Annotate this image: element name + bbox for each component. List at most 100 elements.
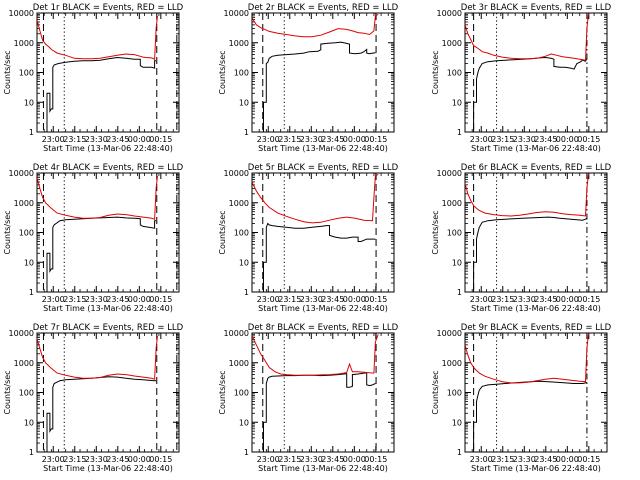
x-tick-label: 23:45 [106, 135, 129, 144]
plot-frame [251, 12, 395, 133]
lld-series-line [465, 14, 589, 61]
y-tick-label: 10 [24, 258, 34, 267]
plot-frame [251, 172, 395, 293]
x-tick-label: 00:15 [149, 455, 172, 464]
plot-frame [464, 332, 608, 453]
plot-frame [36, 332, 180, 453]
x-tick-label: 23:30 [513, 455, 536, 464]
y-tick-label: 100 [447, 69, 462, 78]
y-tick-label: 10000 [9, 169, 34, 178]
x-tick-label: 23:15 [278, 455, 301, 464]
y-tick-label: 1 [457, 288, 462, 297]
x-axis-label: Start Time (13-Mar-06 22:48:40) [43, 304, 173, 313]
y-tick-label: 1000 [14, 39, 34, 48]
y-tick-label: 1 [244, 288, 249, 297]
plot-title: Det 2r BLACK = Events, RED = LLD [248, 3, 399, 13]
y-tick-label: 1000 [14, 199, 34, 208]
y-tick-label: 10000 [224, 169, 249, 178]
x-tick-label: 23:15 [491, 295, 514, 304]
events-series-line [263, 222, 376, 292]
y-tick-label: 1 [29, 128, 34, 137]
plot-frame [36, 172, 180, 293]
plot-title: Det 7r BLACK = Events, RED = LLD [33, 323, 184, 333]
x-tick-label: 00:00 [128, 455, 151, 464]
plot-panel: Det 9r BLACK = Events, RED = LLD 1 10 100 10… [431, 323, 612, 473]
x-axis-label: Start Time (13-Mar-06 22:48:40) [43, 464, 173, 473]
y-tick-label: 1000 [229, 359, 249, 368]
x-tick-label: 23:00 [42, 295, 65, 304]
x-tick-label: 23:30 [85, 135, 108, 144]
x-tick-label: 23:45 [534, 295, 557, 304]
x-tick-label: 23:30 [300, 455, 323, 464]
plot-title: Det 4r BLACK = Events, RED = LLD [33, 163, 184, 173]
x-tick-label: 23:45 [321, 295, 344, 304]
y-axis-label: Counts/sec [3, 370, 12, 414]
y-tick-label: 10 [452, 98, 462, 107]
lld-series-line [252, 173, 379, 224]
y-tick-label: 10 [239, 418, 249, 427]
x-tick-label: 00:00 [343, 295, 366, 304]
plot-panel: Det 6r BLACK = Events, RED = LLD 1 10 100 10… [431, 163, 612, 313]
x-axis-label: Start Time (13-Mar-06 22:48:40) [471, 144, 601, 153]
y-tick-label: 1 [29, 448, 34, 457]
plot-title: Det 3r BLACK = Events, RED = LLD [461, 3, 612, 13]
plot-frame [251, 332, 395, 453]
y-tick-label: 10000 [437, 169, 462, 178]
y-tick-label: 1000 [442, 359, 462, 368]
x-axis-label: Start Time (13-Mar-06 22:48:40) [43, 144, 173, 153]
x-tick-label: 00:00 [128, 135, 151, 144]
y-tick-label: 10000 [437, 329, 462, 338]
x-tick-label: 23:00 [42, 135, 65, 144]
x-tick-label: 00:15 [577, 455, 600, 464]
lld-series-line [252, 334, 379, 376]
y-tick-label: 100 [447, 229, 462, 238]
y-tick-label: 1 [457, 448, 462, 457]
plot-title: Det 9r BLACK = Events, RED = LLD [461, 323, 612, 333]
plot-frame [464, 172, 608, 293]
x-tick-label: 23:15 [63, 295, 86, 304]
x-tick-label: 00:00 [343, 135, 366, 144]
y-tick-label: 10000 [437, 9, 462, 18]
x-tick-label: 23:00 [42, 455, 65, 464]
y-axis-label: Counts/sec [431, 370, 440, 414]
y-tick-label: 100 [234, 229, 249, 238]
events-series-line [473, 56, 588, 132]
y-tick-label: 10 [24, 98, 34, 107]
x-tick-label: 00:15 [577, 135, 600, 144]
y-axis-label: Counts/sec [431, 210, 440, 254]
y-tick-label: 10 [452, 258, 462, 267]
x-axis-label: Start Time (13-Mar-06 22:48:40) [471, 304, 601, 313]
y-tick-label: 1000 [229, 39, 249, 48]
y-axis-label: Counts/sec [3, 210, 12, 254]
x-tick-label: 23:45 [534, 135, 557, 144]
y-tick-label: 100 [447, 389, 462, 398]
y-tick-label: 1000 [14, 359, 34, 368]
plot-panel: Det 2r BLACK = Events, RED = LLD 1 10 100 10… [218, 3, 399, 153]
events-series-line [44, 56, 157, 132]
x-tick-label: 23:45 [106, 455, 129, 464]
y-tick-label: 100 [234, 69, 249, 78]
plot-title: Det 5r BLACK = Events, RED = LLD [248, 163, 399, 173]
lld-series-line [37, 175, 158, 220]
y-axis-label: Counts/sec [218, 210, 227, 254]
events-series-line [473, 216, 588, 292]
x-tick-label: 00:15 [364, 455, 387, 464]
x-tick-label: 23:30 [300, 135, 323, 144]
plot-panel: Det 1r BLACK = Events, RED = LLD 1 10 100 10… [3, 3, 184, 153]
plot-panel: Det 5r BLACK = Events, RED = LLD 1 10 100 10… [218, 163, 399, 313]
y-tick-label: 10 [452, 418, 462, 427]
x-tick-label: 23:00 [470, 135, 493, 144]
lld-series-line [37, 335, 158, 380]
y-tick-label: 1 [244, 128, 249, 137]
y-tick-label: 10000 [9, 9, 34, 18]
lld-series-line [37, 15, 158, 60]
plot-title: Det 8r BLACK = Events, RED = LLD [248, 323, 399, 333]
x-tick-label: 23:30 [300, 295, 323, 304]
x-tick-label: 23:15 [491, 135, 514, 144]
y-tick-label: 1 [29, 288, 34, 297]
events-series-line [44, 376, 157, 452]
y-tick-label: 10000 [224, 9, 249, 18]
y-tick-label: 100 [234, 389, 249, 398]
plot-frame [464, 12, 608, 133]
x-axis-label: Start Time (13-Mar-06 22:48:40) [258, 304, 388, 313]
